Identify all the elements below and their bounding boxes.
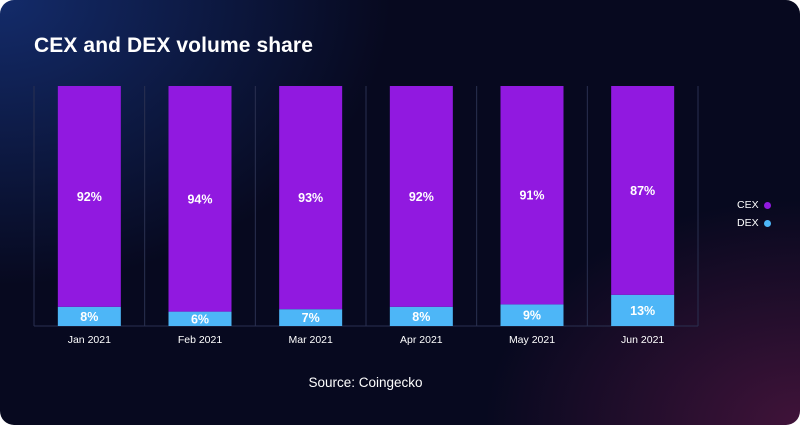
- data-label-dex-1: 8%: [80, 310, 98, 324]
- data-label-cex-3: 93%: [298, 191, 323, 205]
- x-tick-label: Jan 2021: [68, 334, 111, 346]
- bar-dex-5[interactable]: [500, 304, 564, 326]
- data-label-cex-2: 94%: [187, 192, 212, 206]
- bar-cex-2[interactable]: [168, 86, 232, 312]
- x-tick-labels: Jan 2021 Feb 2021 Mar 2021 Apr 2021 May 2021…: [68, 334, 665, 346]
- data-labels: 8% 92% 6% 94% 7% 93% 8% 92% 9% 91% 13% 87%: [77, 184, 655, 326]
- bar-cex-6[interactable]: [611, 86, 675, 295]
- bar-cex-4[interactable]: [389, 86, 453, 307]
- bar-dex-1[interactable]: [57, 306, 121, 326]
- data-label-dex-2: 6%: [191, 312, 209, 326]
- legend-label-dex: DEX: [737, 217, 759, 229]
- legend-swatch-dex: [763, 219, 771, 227]
- bar-cex-5[interactable]: [500, 86, 564, 305]
- bar-dex-2[interactable]: [168, 311, 232, 326]
- x-tick-label: Feb 2021: [178, 334, 223, 346]
- legend-item-dex[interactable]: DEX: [737, 214, 771, 232]
- bar-dex-4[interactable]: [389, 306, 453, 326]
- x-tick-label: Jun 2021: [621, 334, 664, 346]
- data-label-cex-5: 91%: [519, 189, 544, 203]
- data-label-cex-6: 87%: [630, 184, 655, 198]
- data-label-dex-4: 8%: [412, 310, 430, 324]
- legend-swatch-cex: [763, 201, 771, 209]
- chart-legend: CEX DEX: [737, 196, 771, 232]
- bar-dex-3[interactable]: [279, 309, 343, 326]
- data-label-cex-4: 92%: [409, 190, 434, 204]
- data-label-dex-3: 7%: [302, 311, 320, 325]
- source-note: Source: Coingecko: [308, 375, 423, 390]
- data-label-dex-6: 13%: [630, 304, 655, 318]
- legend-label-cex: CEX: [737, 199, 759, 211]
- bar-cex-3[interactable]: [279, 86, 343, 310]
- x-tick-label: Mar 2021: [288, 334, 333, 346]
- bar-cex-1[interactable]: [57, 86, 121, 307]
- data-label-cex-1: 92%: [77, 190, 102, 204]
- legend-item-cex[interactable]: CEX: [737, 196, 771, 214]
- grid-lines: [33, 86, 699, 327]
- bars: [57, 86, 675, 326]
- x-tick-label: May 2021: [509, 334, 555, 346]
- x-tick-label: Apr 2021: [400, 334, 443, 346]
- bar-dex-6[interactable]: [611, 294, 675, 326]
- data-label-dex-5: 9%: [523, 309, 541, 323]
- chart-title: CEX and DEX volume share: [34, 34, 313, 57]
